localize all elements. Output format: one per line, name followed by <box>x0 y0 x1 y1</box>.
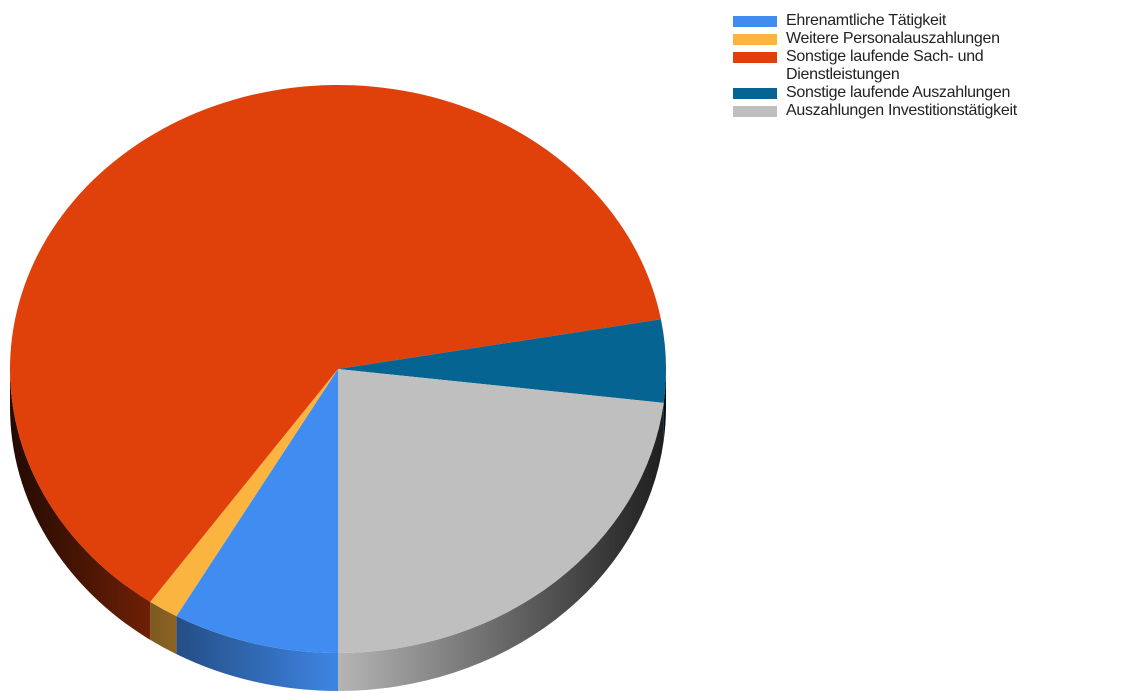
pie-side-auszahlungen-investitionst-tigkeit <box>338 402 664 691</box>
pie-side-ehrenamtliche-t-tigkeit <box>176 616 338 691</box>
legend-item-sonstige-sach-und-dienstleistungen[interactable]: Sonstige laufende Sach- und Dienstleistu… <box>733 48 1076 84</box>
legend-item-weitere-personalauszahlungen[interactable]: Weitere Personalauszahlungen <box>733 30 1076 48</box>
legend-swatch <box>733 88 777 99</box>
pie-side-sonstige-laufende-auszahlungen <box>663 369 666 441</box>
legend-label: Ehrenamtliche Tätigkeit <box>786 12 946 29</box>
legend-label: Sonstige laufende Auszahlungen <box>786 84 1011 101</box>
pie-slice-sonstige-laufende-sach-und-dienstleistungen[interactable] <box>10 85 661 602</box>
legend-item-auszahlungen-investitionstaetigkeit[interactable]: Auszahlungen Investitionstätigkeit <box>733 102 1076 120</box>
pie-slice-ehrenamtliche-t-tigkeit[interactable] <box>176 369 338 653</box>
pie-side-sonstige-laufende-sach-und-dienstleistungen <box>9 369 151 640</box>
pie-slice-sonstige-laufende-auszahlungen[interactable] <box>338 319 666 403</box>
legend-label: Weitere Personalauszahlungen <box>786 30 1000 47</box>
pie-top-slices <box>10 85 666 653</box>
legend-swatch <box>733 106 777 117</box>
legend-swatch <box>733 34 777 45</box>
legend-swatch <box>733 16 777 27</box>
legend-item-ehrenamtliche-taetigkeit[interactable]: Ehrenamtliche Tätigkeit <box>733 12 1076 30</box>
pie-depth-sides <box>9 369 666 691</box>
pie-side-weitere-personalauszahlungen <box>150 601 177 655</box>
legend-swatch <box>733 52 777 63</box>
legend-label: Sonstige laufende Sach- und Dienstleistu… <box>786 48 984 83</box>
legend-item-sonstige-laufende-auszahlungen[interactable]: Sonstige laufende Auszahlungen <box>733 84 1076 102</box>
legend-label: Auszahlungen Investitionstätigkeit <box>786 102 1017 119</box>
pie-slice-weitere-personalauszahlungen[interactable] <box>150 369 338 617</box>
pie-slice-auszahlungen-investitionst-tigkeit[interactable] <box>338 369 664 653</box>
chart-legend: Ehrenamtliche Tätigkeit Weitere Personal… <box>733 12 1076 120</box>
